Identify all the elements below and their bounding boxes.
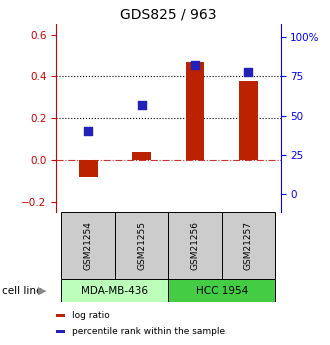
Bar bbox=[79, 160, 97, 177]
Text: MDA-MB-436: MDA-MB-436 bbox=[82, 286, 148, 296]
Title: GDS825 / 963: GDS825 / 963 bbox=[120, 8, 216, 22]
Bar bbox=[222, 212, 275, 279]
Text: GSM21255: GSM21255 bbox=[137, 221, 146, 270]
Point bbox=[192, 63, 198, 68]
Bar bbox=[115, 212, 168, 279]
Text: ▶: ▶ bbox=[38, 286, 47, 296]
Bar bbox=[61, 279, 168, 302]
Text: GSM21257: GSM21257 bbox=[244, 221, 253, 270]
Bar bbox=[186, 62, 204, 160]
Point bbox=[246, 69, 251, 75]
Text: HCC 1954: HCC 1954 bbox=[196, 286, 248, 296]
Bar bbox=[56, 314, 65, 317]
Bar bbox=[239, 80, 258, 160]
Text: GSM21256: GSM21256 bbox=[190, 221, 200, 270]
Point bbox=[85, 128, 91, 134]
Text: log ratio: log ratio bbox=[72, 311, 110, 320]
Bar bbox=[168, 279, 275, 302]
Bar bbox=[132, 151, 151, 160]
Bar bbox=[168, 212, 222, 279]
Text: percentile rank within the sample: percentile rank within the sample bbox=[72, 327, 225, 336]
Text: GSM21254: GSM21254 bbox=[84, 221, 93, 270]
Bar bbox=[61, 212, 115, 279]
Bar bbox=[56, 330, 65, 333]
Text: cell line: cell line bbox=[2, 286, 42, 296]
Point bbox=[139, 102, 144, 107]
